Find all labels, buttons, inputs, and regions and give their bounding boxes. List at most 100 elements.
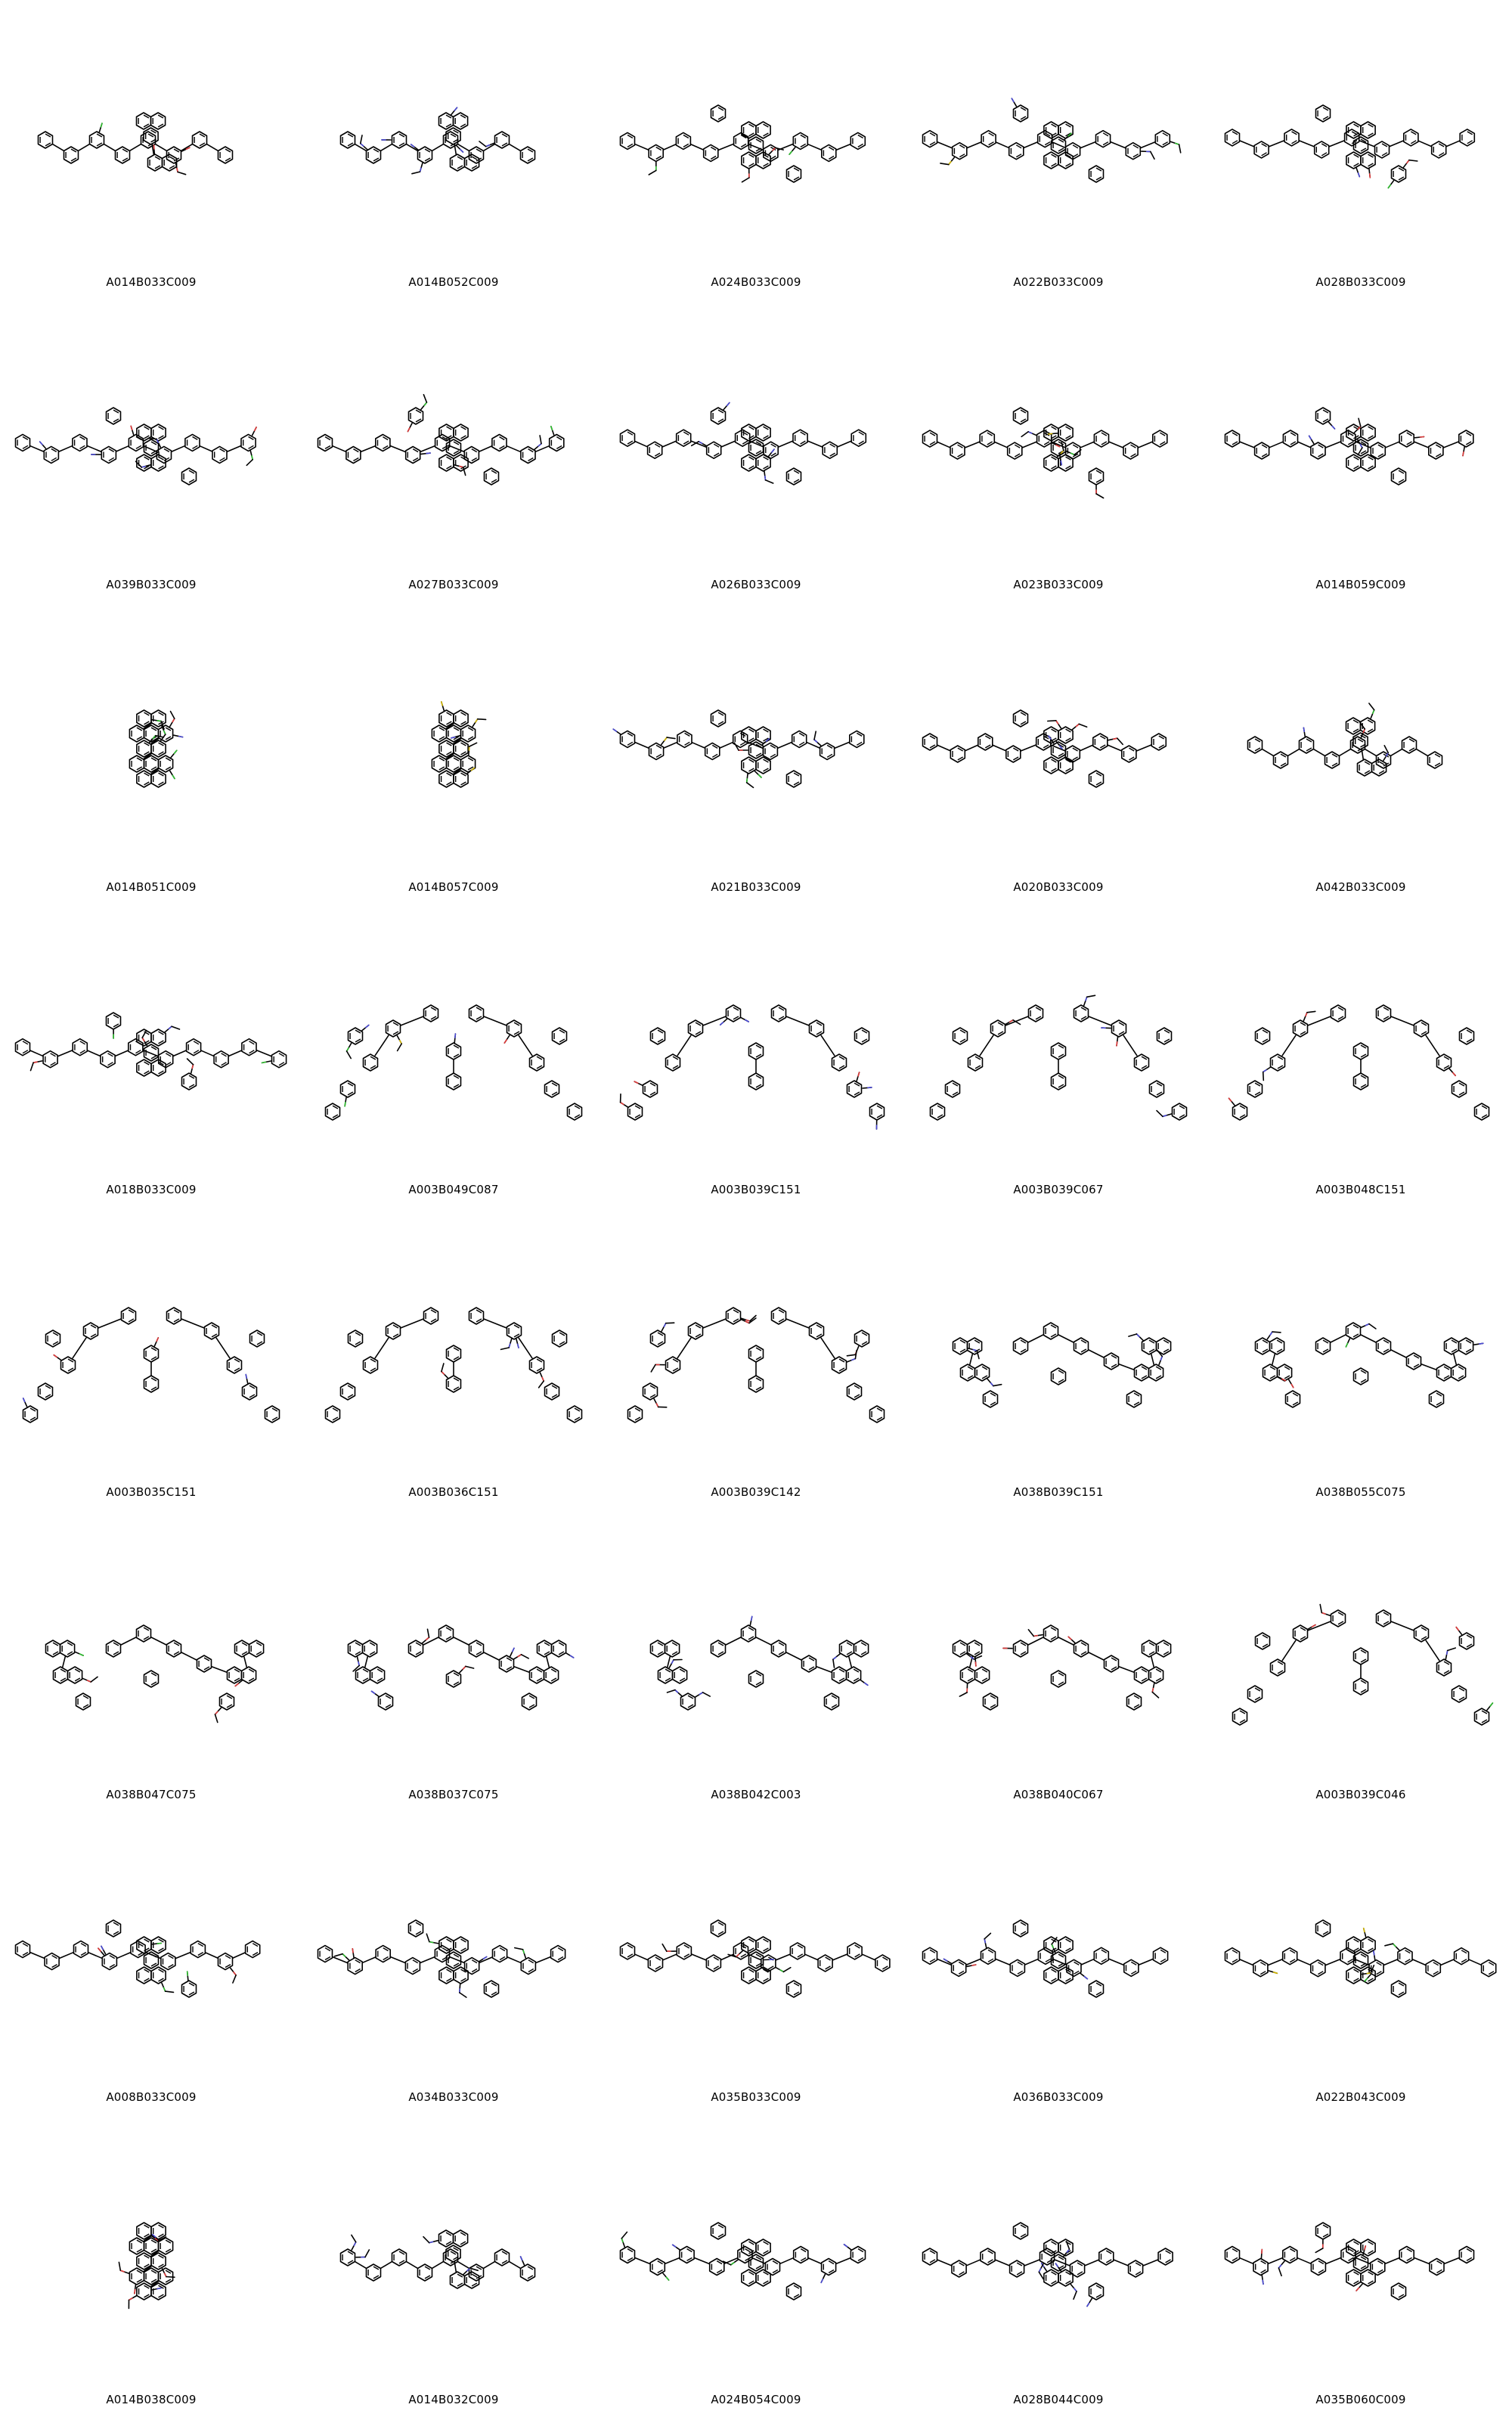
molecule-structure xyxy=(619,1919,891,1998)
molecule-structure xyxy=(339,107,536,175)
molecule-label: A042B033C009 xyxy=(1315,880,1406,894)
molecule-cell: A022B043C009 xyxy=(1210,1815,1512,2118)
molecule-cell: A026B033C009 xyxy=(605,302,907,605)
molecule-label: A038B047C075 xyxy=(106,1788,197,1801)
molecule-structure xyxy=(14,1012,287,1091)
molecule-cell: A038B040C067 xyxy=(907,1512,1210,1815)
molecule-cell: A036B033C009 xyxy=(907,1815,1210,2118)
molecule-structure xyxy=(324,1307,583,1423)
molecule-cell: A024B054C009 xyxy=(605,2118,907,2420)
molecule-label: A020B033C009 xyxy=(1013,880,1104,894)
molecule-structure xyxy=(339,2229,536,2289)
molecule-label: A014B032C009 xyxy=(408,2393,499,2406)
molecule-structure xyxy=(619,104,866,183)
molecule-cell: A021B033C009 xyxy=(605,605,907,908)
molecule-structure xyxy=(317,1919,566,1998)
molecule-cell: A042B033C009 xyxy=(1210,605,1512,908)
molecule-label: A003B049C087 xyxy=(408,1183,499,1196)
molecule-label: A038B040C067 xyxy=(1013,1788,1104,1801)
molecule-cell: A038B042C003 xyxy=(605,1512,907,1815)
molecule-cell: A014B051C009 xyxy=(0,605,302,908)
molecule-structure xyxy=(649,1615,869,1711)
molecule-structure xyxy=(431,701,487,788)
molecule-structure xyxy=(45,1624,265,1723)
molecule-cell: A008B033C009 xyxy=(0,1815,302,2118)
molecule-label: A003B039C151 xyxy=(711,1183,801,1196)
molecule-structure xyxy=(922,1919,1169,1998)
molecule-structure xyxy=(922,709,1167,788)
molecule-label: A021B033C009 xyxy=(711,880,801,894)
molecule-structure xyxy=(619,402,867,486)
molecule-structure xyxy=(1224,407,1474,486)
molecule-label: A003B036C151 xyxy=(408,1485,499,1499)
molecule-structure xyxy=(1224,104,1476,189)
molecule-cell: A014B059C009 xyxy=(1210,302,1512,605)
molecule-cell: A003B039C142 xyxy=(605,1210,907,1512)
molecule-structure xyxy=(1247,703,1443,777)
molecule-label: A023B033C009 xyxy=(1013,578,1104,591)
molecule-label: A024B054C009 xyxy=(711,2393,801,2406)
molecule-label: A027B033C009 xyxy=(408,578,499,591)
molecule-structure xyxy=(1224,2222,1475,2301)
molecule-cell: A003B036C151 xyxy=(302,1210,605,1512)
molecule-cell: A028B033C009 xyxy=(1210,0,1512,302)
molecule-structure xyxy=(14,1919,261,1998)
molecule-cell: A014B032C009 xyxy=(302,2118,605,2420)
molecule-label: A003B035C151 xyxy=(106,1485,197,1499)
molecule-label: A028B044C009 xyxy=(1013,2393,1104,2406)
molecule-cell: A014B052C009 xyxy=(302,0,605,302)
molecule-structure xyxy=(317,394,565,486)
molecule-label: A038B039C151 xyxy=(1013,1485,1104,1499)
molecule-structure xyxy=(922,98,1182,183)
molecule-cell: A023B033C009 xyxy=(907,302,1210,605)
molecule-label: A014B059C009 xyxy=(1315,578,1406,591)
molecule-label: A022B043C009 xyxy=(1315,2090,1406,2104)
molecule-label: A003B039C046 xyxy=(1315,1788,1406,1801)
molecule-label: A035B033C009 xyxy=(711,2090,801,2104)
molecule-structure xyxy=(929,994,1188,1121)
molecule-cell: A003B049C087 xyxy=(302,908,605,1210)
molecule-cell: A003B039C046 xyxy=(1210,1512,1512,1815)
molecule-structure xyxy=(1224,1919,1497,1998)
molecule-label: A038B042C003 xyxy=(711,1788,801,1801)
molecule-cell: A022B033C009 xyxy=(907,0,1210,302)
molecule-cell: A014B038C009 xyxy=(0,2118,302,2420)
molecule-label: A022B033C009 xyxy=(1013,275,1104,289)
molecule-cell: A018B033C009 xyxy=(0,908,302,1210)
molecule-structure xyxy=(129,709,184,788)
molecule-cell: A034B033C009 xyxy=(302,1815,605,2118)
molecule-label: A038B055C075 xyxy=(1315,1485,1406,1499)
molecule-structure xyxy=(952,1322,1172,1408)
molecule-structure xyxy=(952,1624,1172,1711)
molecule-cell: A028B044C009 xyxy=(907,2118,1210,2420)
molecule-cell: A024B033C009 xyxy=(605,0,907,302)
molecule-structure xyxy=(1228,1004,1490,1121)
molecule-cell: A014B033C009 xyxy=(0,0,302,302)
molecule-cell: A038B037C075 xyxy=(302,1512,605,1815)
molecule-label: A028B033C009 xyxy=(1315,275,1406,289)
molecule-label: A018B033C009 xyxy=(106,1183,197,1196)
molecule-cell: A035B033C009 xyxy=(605,1815,907,2118)
molecule-structure xyxy=(1254,1322,1484,1408)
molecule-structure xyxy=(619,2222,866,2301)
molecule-label: A036B033C009 xyxy=(1013,2090,1104,2104)
molecule-label: A039B033C009 xyxy=(106,578,197,591)
molecule-structure xyxy=(627,1307,885,1423)
molecule-structure xyxy=(922,407,1168,499)
molecule-cell: A027B033C009 xyxy=(302,302,605,605)
molecule-structure xyxy=(922,2222,1173,2307)
molecule-cell: A003B039C067 xyxy=(907,908,1210,1210)
molecule-cell: A003B035C151 xyxy=(0,1210,302,1512)
molecule-cell: A039B033C009 xyxy=(0,302,302,605)
molecule-label: A003B039C067 xyxy=(1013,1183,1104,1196)
molecule-structure xyxy=(612,709,865,789)
molecule-label: A038B037C075 xyxy=(408,1788,499,1801)
molecule-cell: A038B055C075 xyxy=(1210,1210,1512,1512)
molecule-structure xyxy=(324,1004,583,1121)
molecule-cell: A014B057C009 xyxy=(302,605,605,908)
molecule-structure xyxy=(1232,1603,1494,1726)
molecule-cell: A035B060C009 xyxy=(1210,2118,1512,2420)
molecule-cell: A003B039C151 xyxy=(605,908,907,1210)
molecule-cell: A003B048C151 xyxy=(1210,908,1512,1210)
